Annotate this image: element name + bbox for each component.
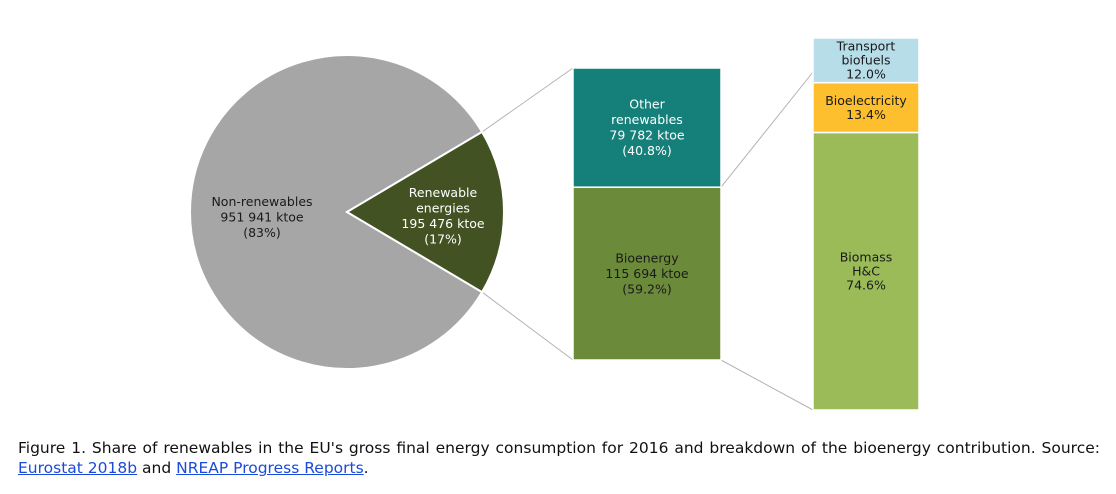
pie-slice-renewable-energies xyxy=(345,130,505,294)
bar-segment-biomass-h-c xyxy=(812,131,920,411)
connector-bioenergy-top xyxy=(720,71,814,188)
connector-pie-top xyxy=(481,67,574,133)
bar-label-biomass-h-c: Biomass H&C 74.6% xyxy=(840,250,893,293)
bar-segment-transport-biofuels xyxy=(812,37,920,84)
pie-label-non-renewables: Non-renewables 951 941 ktoe (83%) xyxy=(211,194,312,240)
bar-label-bioenergy: Bioenergy 115 694 ktoe (59.2%) xyxy=(605,250,688,296)
bar-segment-bioenergy xyxy=(572,186,722,361)
connector-bioenergy-bottom xyxy=(720,359,814,411)
pie-chart: Non-renewables 951 941 ktoe (83%) Renewable… xyxy=(189,54,505,370)
bar-label-bioelectricity: Bioelectricity 13.4% xyxy=(825,93,907,122)
nreap-link[interactable]: NREAP Progress Reports xyxy=(176,459,364,477)
eurostat-link[interactable]: Eurostat 2018b xyxy=(18,459,138,477)
bar-label-transport-biofuels: Transport biofuels 12.0% xyxy=(836,39,896,82)
renewables-breakdown-bar: Bioenergy 115 694 ktoe (59.2%) Other renewab… xyxy=(572,67,722,361)
caption-text-middle: and xyxy=(137,459,177,477)
bar-segment-bioelectricity xyxy=(812,81,920,134)
pie-label-renewable-energies: Renewable energies 195 476 ktoe (17%) xyxy=(401,185,484,247)
caption-text: Figure 1. Share of renewables in the EU'… xyxy=(18,439,1100,457)
figure-caption: Figure 1. Share of renewables in the EU'… xyxy=(18,438,1100,478)
connector-lines xyxy=(481,67,814,411)
connector-pie-bottom xyxy=(481,291,574,361)
caption-text-end: . xyxy=(363,459,369,477)
bioenergy-breakdown-bar: Biomass H&C 74.6% Bioelectricity 13.4% Transp… xyxy=(812,37,920,411)
energy-breakdown-figure: Non-renewables 951 941 ktoe (83%) Renewable… xyxy=(189,37,920,411)
bar-segment-other-renewables xyxy=(572,67,722,188)
bar-label-other-renewables: Other renewables 79 782 ktoe (40.8%) xyxy=(609,97,684,159)
pie-slice-non-renewables xyxy=(189,54,484,370)
